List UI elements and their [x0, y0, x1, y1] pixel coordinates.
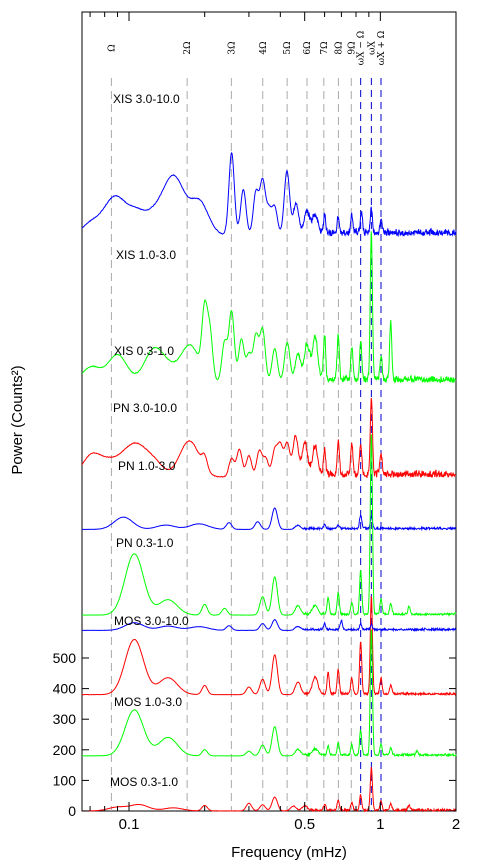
- y-axis-label: Power (Counts²): [9, 365, 26, 474]
- chart-background: [81, 11, 457, 812]
- axes: 0 100 200 300 400 500 0.1 0.5 1 2 Frequency (mHz) P…: [9, 12, 460, 861]
- series-line: [81, 152, 457, 238]
- harmonic-label: 7Ω: [320, 41, 330, 54]
- series-label: PN 3.0-10.0: [113, 401, 177, 415]
- harmonic-label: 4Ω: [259, 41, 269, 54]
- series-label: PN 0.3-1.0: [116, 536, 174, 550]
- y-tick-label: 300: [53, 711, 77, 727]
- x-tick-label: 1: [376, 816, 384, 833]
- series-line: [81, 507, 457, 532]
- x-axis-label: Frequency (mHz): [231, 844, 347, 861]
- series-label: XIS 3.0-10.0: [113, 92, 180, 106]
- spin-label: ωX − Ω: [357, 31, 367, 65]
- harmonic-label: Ω: [107, 44, 117, 51]
- harmonic-label: 9Ω: [347, 41, 357, 54]
- series-label: MOS 3.0-10.0: [114, 614, 189, 628]
- harmonic-label: 3Ω: [227, 41, 237, 54]
- spin-label: ωX + Ω: [377, 31, 387, 65]
- harmonic-label: 5Ω: [283, 41, 293, 54]
- series-lines: [81, 152, 457, 813]
- x-tick-label: 2: [452, 816, 460, 833]
- series-label: MOS 0.3-1.0: [110, 775, 178, 789]
- y-tick-label: 500: [53, 650, 77, 666]
- x-tick-label: 0.5: [294, 816, 315, 833]
- series-line: [81, 767, 457, 813]
- y-tick-label: 200: [53, 742, 77, 758]
- harmonic-label: 8Ω: [334, 41, 344, 54]
- harmonic-label: 2Ω: [183, 41, 193, 54]
- series-line: [81, 231, 457, 384]
- series-label: PN 1.0-3.0: [118, 459, 176, 473]
- series-line: [81, 596, 457, 697]
- series-label: XIS 1.0-3.0: [116, 248, 176, 262]
- harmonic-label: 6Ω: [303, 41, 313, 54]
- series-line: [81, 397, 457, 479]
- series-line: [81, 619, 457, 633]
- series-labels: XIS 3.0-10.0 XIS 1.0-3.0 XIS 0.3-1.0 PN 3.0…: [110, 92, 189, 789]
- spin-label: ωX: [367, 41, 377, 55]
- series-label: XIS 0.3-1.0: [114, 344, 174, 358]
- x-tick-label: 0.1: [119, 816, 140, 833]
- y-tick-label: 400: [53, 681, 77, 697]
- y-tick-label: 0: [68, 803, 76, 819]
- y-tick-label: 100: [53, 772, 77, 788]
- series-line: [81, 434, 457, 618]
- series-label: MOS 1.0-3.0: [114, 695, 182, 709]
- plot-frame: [81, 11, 457, 812]
- series-line: [81, 629, 457, 758]
